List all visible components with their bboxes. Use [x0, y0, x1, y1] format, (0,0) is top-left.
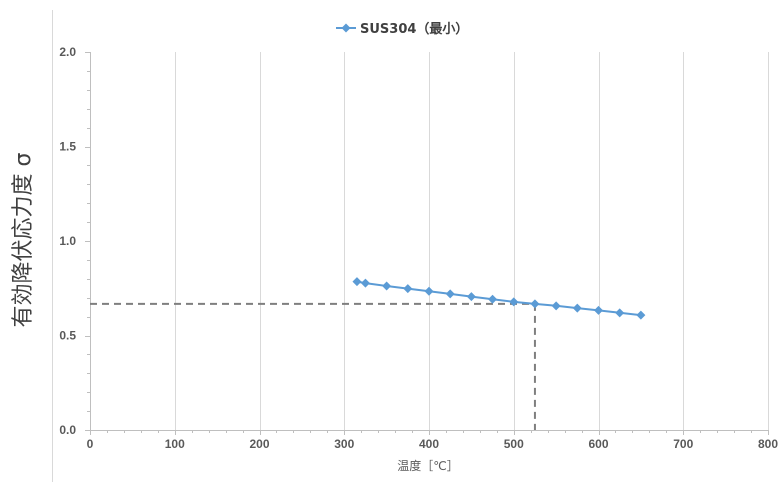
y-axis-title: 有効降伏応力度 σ: [11, 152, 36, 327]
data-point-marker: [403, 284, 413, 294]
data-point-marker: [636, 310, 646, 320]
x-tick-label: 100: [165, 437, 185, 451]
axes: 0 100 200 300 400 500 600 700 800 0.0 0.5 1.0 1.5 2.0: [59, 45, 778, 451]
data-point-marker: [466, 292, 476, 302]
series: [352, 277, 646, 320]
data-point-marker: [509, 297, 519, 307]
x-tick-label: 400: [419, 437, 439, 451]
x-axis-title: 温度［℃］: [397, 458, 458, 473]
legend-label: SUS304（最小）: [360, 21, 468, 37]
legend-diamond-marker: [341, 23, 351, 33]
data-point-marker: [572, 303, 582, 313]
x-tick-label: 700: [673, 437, 693, 451]
data-point-marker: [352, 277, 362, 287]
legend: SUS304（最小）: [336, 21, 468, 37]
x-tick-label: 500: [504, 437, 524, 451]
grid: [175, 52, 769, 430]
data-point-marker: [360, 278, 370, 288]
x-tick-label: 600: [588, 437, 608, 451]
data-point-marker: [445, 289, 455, 299]
y-tick-label: 0.5: [59, 329, 76, 343]
y-tick-label: 2.0: [59, 45, 76, 59]
data-point-marker: [488, 294, 498, 304]
reference-lines: [90, 302, 536, 430]
x-tick-label: 200: [249, 437, 269, 451]
data-point-marker: [594, 305, 603, 315]
data-point-marker: [615, 308, 625, 318]
x-tick-label: 0: [87, 437, 94, 451]
x-tick-label: 800: [758, 437, 778, 451]
y-tick-label: 1.5: [59, 140, 76, 154]
y-tick-label: 0.0: [59, 423, 76, 437]
y-tick-label: 1.0: [59, 234, 76, 248]
x-tick-label: 300: [334, 437, 354, 451]
data-point-marker: [551, 301, 561, 311]
data-point-marker: [424, 286, 434, 296]
data-point-marker: [530, 299, 540, 309]
data-point-marker: [382, 281, 392, 291]
